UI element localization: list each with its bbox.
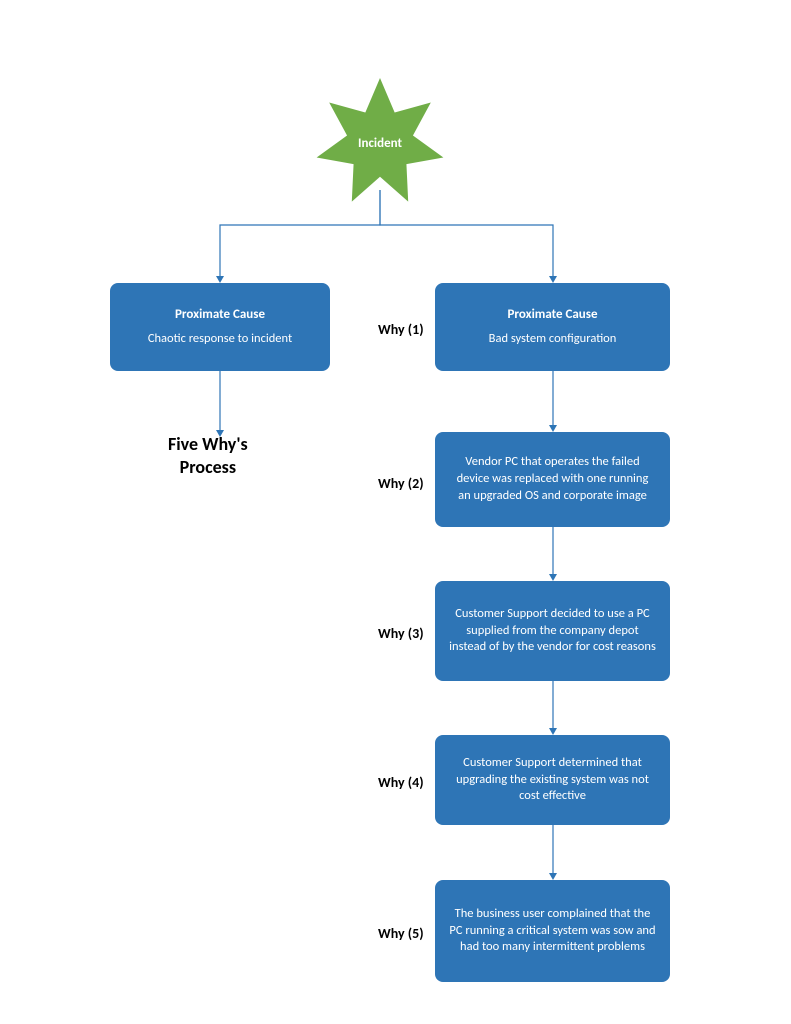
box-title: Proximate Cause (508, 306, 598, 324)
proximate-cause-left-box: Proximate Cause Chaotic response to inci… (110, 283, 330, 371)
why-3-box: Customer Support decided to use a PC sup… (435, 581, 670, 681)
incident-label: Incident (358, 136, 402, 151)
why-5-label: Why (5) (378, 925, 424, 942)
flowchart-canvas: Incident Proximate Cause Chaotic respons… (0, 0, 791, 1024)
box-title: Proximate Cause (175, 306, 265, 324)
process-label-line2: Process (180, 456, 236, 478)
incident-star-node: Incident (315, 78, 445, 208)
why-3-label: Why (3) (378, 625, 424, 642)
why-2-label: Why (2) (378, 475, 424, 492)
why-4-box: Customer Support determined that upgradi… (435, 735, 670, 825)
box-text: Bad system configuration (489, 331, 617, 348)
why-2-box: Vendor PC that operates the failed devic… (435, 432, 670, 527)
box-text: Customer Support determined that upgradi… (449, 755, 656, 806)
proximate-cause-right-box: Proximate Cause Bad system configuration (435, 283, 670, 371)
why-1-label: Why (1) (378, 321, 424, 338)
box-text: Customer Support decided to use a PC sup… (449, 606, 656, 657)
process-label-line1: Five Why's (168, 433, 248, 455)
box-text: The business user complained that the PC… (449, 906, 656, 957)
why-4-label: Why (4) (378, 774, 424, 791)
why-5-box: The business user complained that the PC… (435, 880, 670, 982)
five-whys-process-label: Five Why's Process (168, 433, 248, 478)
box-text: Vendor PC that operates the failed devic… (449, 454, 656, 505)
box-text: Chaotic response to incident (148, 331, 292, 348)
